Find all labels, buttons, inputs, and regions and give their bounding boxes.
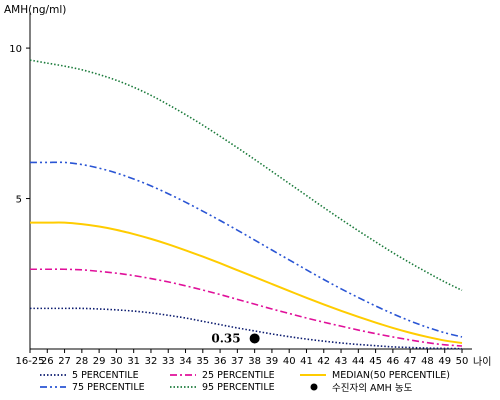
x-tick-label: 49: [438, 356, 451, 367]
patient-marker-group: 0.35: [211, 331, 260, 345]
x-tick-label: 45: [369, 356, 382, 367]
legend-label-1: 5 PERCENTILE: [72, 370, 139, 381]
legend-label-4: 95 PERCENTILE: [202, 382, 275, 393]
series-line-1: [30, 307, 463, 350]
series-line-2: [30, 268, 463, 347]
legend-marker-swatch: [310, 383, 318, 391]
legend-label-3: 25 PERCENTILE: [202, 370, 275, 381]
x-tick-label: 43: [335, 356, 348, 367]
x-tick-label: 33: [162, 356, 175, 367]
x-tick-label: 28: [75, 356, 88, 367]
x-axis-label: 나이: [473, 356, 491, 368]
legend-label-5: MEDIAN(50 PERCENTILE): [332, 370, 450, 381]
x-tick-label: 39: [266, 356, 279, 367]
x-tick-label: 34: [179, 356, 192, 367]
legend-marker-label: 수진자의 AMH 농도: [332, 383, 413, 394]
x-tick-label: 31: [127, 356, 140, 367]
x-tick-label: 26: [41, 356, 54, 367]
x-tick-label: 42: [317, 356, 330, 367]
series-line-3: [29, 221, 463, 344]
patient-amh-point: [249, 333, 260, 344]
x-tick-label: 32: [145, 356, 158, 367]
x-tick-label: 27: [58, 356, 71, 367]
x-tick-label: 41: [300, 356, 313, 367]
x-tick-label: 30: [110, 356, 123, 367]
y-tick-label: 10: [9, 44, 22, 55]
x-tick-label: 46: [387, 356, 400, 367]
legend-label-2: 75 PERCENTILE: [72, 382, 145, 393]
series-line-5: [29, 59, 463, 292]
x-tick-label: 44: [352, 356, 365, 367]
x-tick-label: 47: [404, 356, 417, 367]
x-tick-label: 35: [196, 356, 209, 367]
patient-amh-value-label: 0.35: [211, 331, 240, 345]
y-axis-label: AMH(ng/ml): [4, 4, 66, 16]
x-tick-label: 48: [421, 356, 434, 367]
x-tick-label: 16-25: [15, 356, 44, 367]
x-tick-label: 40: [283, 356, 296, 367]
x-tick-label: 50: [456, 356, 469, 367]
y-tick-label: 5: [16, 195, 22, 206]
x-tick-label: 37: [231, 356, 244, 367]
series-line-4: [29, 161, 463, 338]
x-tick-label: 36: [214, 356, 227, 367]
x-tick-label: 38: [248, 356, 261, 367]
x-tick-label: 29: [93, 356, 106, 367]
series-lines: [29, 59, 463, 350]
